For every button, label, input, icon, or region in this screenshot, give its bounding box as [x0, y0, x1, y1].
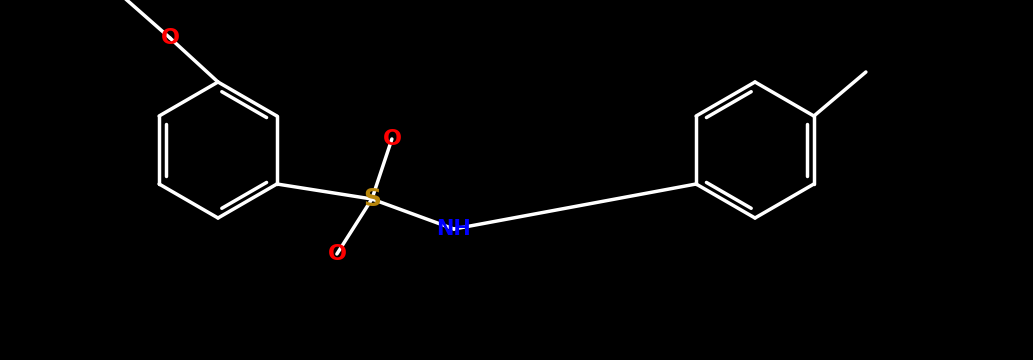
Text: O: O — [382, 129, 402, 149]
Text: NH: NH — [437, 219, 471, 239]
Text: O: O — [160, 28, 180, 48]
Text: S: S — [363, 187, 381, 211]
Text: O: O — [327, 244, 346, 264]
